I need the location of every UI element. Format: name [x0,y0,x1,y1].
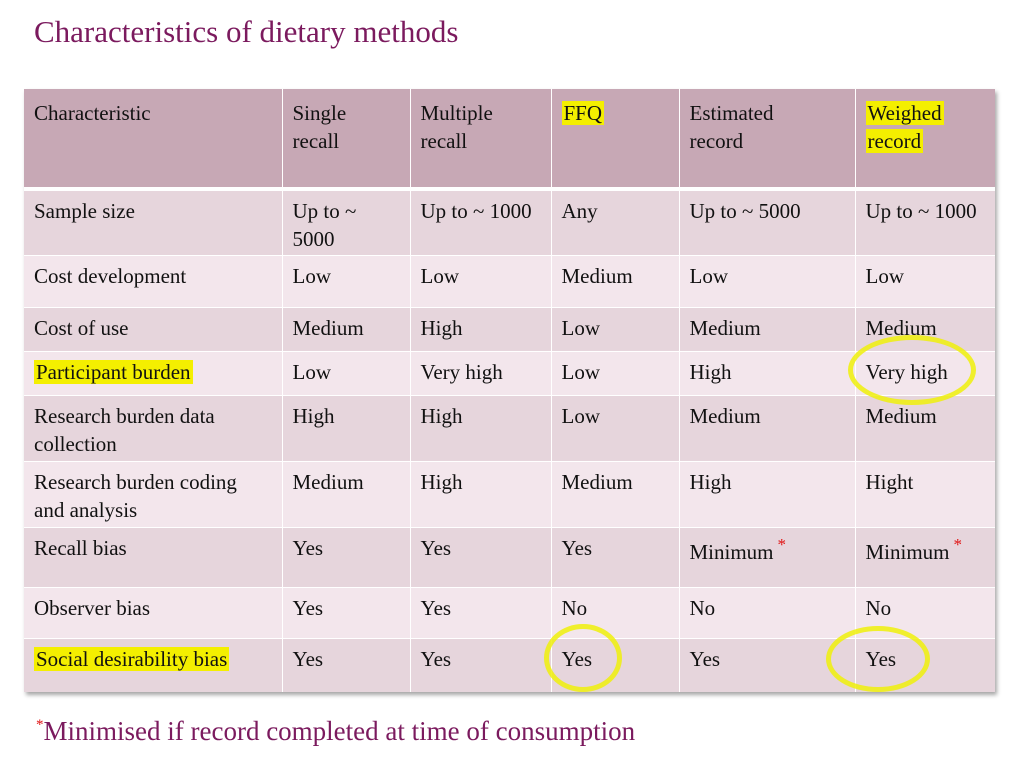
header-estimated-record: Estimated record [679,89,856,189]
header-weighed-record: Weighed record [855,89,995,189]
row-label: Observer bias [24,586,283,638]
asterisk-mark: * [953,534,963,554]
row-label: Cost of use [24,306,283,351]
cell: Yes [679,637,856,692]
footnote-asterisk: * [36,717,44,733]
row-label: Social desirability bias [24,637,283,692]
header-single-recall: Single recall [282,89,411,189]
cell: Yes [855,637,995,692]
cell: High [410,306,552,351]
cell: Medium [551,460,680,527]
cell: Yes [282,586,411,638]
cell: Hight [855,460,995,527]
footnote: *Minimised if record completed at time o… [36,716,635,747]
cell: Medium [679,394,856,461]
cell: No [855,586,995,638]
row-label: Cost development [24,254,283,307]
header-multiple-recall: Multiple recall [410,89,552,189]
row-label: Participant burden [24,350,283,395]
row-label: Sample size [24,188,283,255]
table-row: Social desirability bias Yes Yes Yes Yes… [24,637,995,692]
table-row: Research burden coding and analysis Medi… [24,460,995,527]
cell: Low [679,254,856,307]
cell: Very high [855,350,995,395]
cell: Medium [679,306,856,351]
table-row: Sample size Up to ~ 5000 Up to ~ 1000 An… [24,188,995,255]
header-ffq-highlight: FFQ [561,101,605,125]
table-row: Observer bias Yes Yes No No No [24,586,995,638]
cell: Yes [282,637,411,692]
header-characteristic: Characteristic [24,89,283,189]
cell: Low [410,254,552,307]
cell: Low [855,254,995,307]
cell: Low [551,350,680,395]
cell: Up to ~ 5000 [282,188,411,255]
cell: High [410,394,552,461]
cell: Very high [410,350,552,395]
cell: Medium [855,394,995,461]
highlighted-label: Participant burden [34,359,193,384]
table-row: Cost development Low Low Medium Low Low [24,254,995,307]
row-label: Research burden coding and analysis [24,460,283,527]
cell: No [679,586,856,638]
cell: Yes [551,637,680,692]
cell: Minimum * [855,526,995,587]
cell: Low [282,254,411,307]
cell: No [551,586,680,638]
cell: Yes [282,526,411,587]
cell: Medium [855,306,995,351]
highlighted-label: Social desirability bias [34,646,230,671]
cell: Yes [551,526,680,587]
cell: High [679,350,856,395]
cell: Up to ~ 5000 [679,188,856,255]
table-row: Cost of use Medium High Low Medium Mediu… [24,306,995,351]
cell: High [679,460,856,527]
table-header-row: Characteristic Single recall Multiple reca… [24,89,995,189]
cell: Low [282,350,411,395]
header-weighed-highlight: Weighed [865,101,944,125]
cell: High [282,394,411,461]
cell: Up to ~ 1000 [410,188,552,255]
row-label: Recall bias [24,526,283,587]
header-ffq: FFQ [551,89,680,189]
footnote-text: Minimised if record completed at time of… [43,716,636,746]
cell: Medium [551,254,680,307]
cell: Medium [282,460,411,527]
table-row: Participant burden Low Very high Low Hig… [24,350,995,395]
cell: Medium [282,306,411,351]
cell: Low [551,394,680,461]
asterisk-mark: * [777,534,787,554]
cell: Up to ~ 1000 [855,188,995,255]
table-row: Research burden data collection High Hig… [24,394,995,461]
cell: Low [551,306,680,351]
methods-table: Characteristic Single recall Multiple reca… [24,89,995,692]
cell: Yes [410,637,552,692]
table-row: Recall bias Yes Yes Yes Minimum * Minimum… [24,526,995,587]
cell: Any [551,188,680,255]
page-title: Characteristics of dietary methods [34,14,459,49]
cell: Minimum * [679,526,856,587]
cell: High [410,460,552,527]
cell: Yes [410,526,552,587]
row-label: Research burden data collection [24,394,283,461]
cell: Yes [410,586,552,638]
